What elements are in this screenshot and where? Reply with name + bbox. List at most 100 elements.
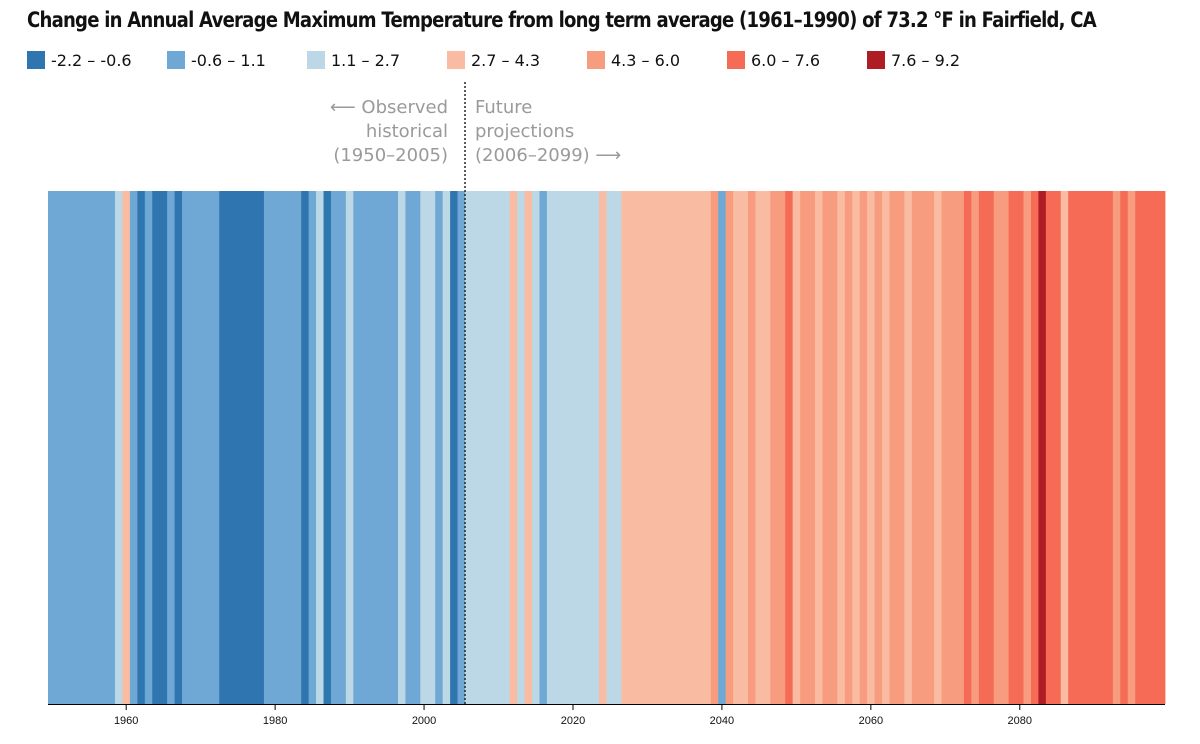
year-stripe: [956, 191, 965, 704]
year-stripe: [561, 191, 570, 704]
year-stripe: [167, 191, 175, 704]
year-stripe: [777, 191, 786, 704]
year-stripe: [919, 191, 928, 704]
year-stripe: [375, 191, 384, 704]
year-stripe: [800, 191, 808, 704]
legend-item: 4.3 – 6.0: [587, 49, 680, 71]
year-stripe: [584, 191, 593, 704]
year-stripe: [628, 191, 637, 704]
year-stripe: [815, 191, 823, 704]
year-stripe: [725, 191, 734, 704]
year-stripe: [226, 191, 235, 704]
observed-historical-annotation: ⟵ Observed historical (1950–2005): [330, 96, 448, 168]
year-stripe: [427, 191, 436, 704]
year-stripe: [1112, 191, 1121, 704]
year-stripe: [85, 191, 94, 704]
year-stripe: [532, 191, 540, 704]
year-stripe: [1105, 191, 1114, 704]
year-stripe: [889, 191, 898, 704]
year-stripe: [770, 191, 779, 704]
legend-label: -0.6 – 1.1: [191, 50, 266, 70]
legend-item: 7.6 – 9.2: [867, 49, 960, 71]
legend-swatch: [447, 51, 465, 69]
year-stripe: [993, 191, 1002, 704]
year-stripe: [278, 191, 287, 704]
year-stripe: [487, 191, 496, 704]
year-stripe: [256, 191, 265, 704]
legend-item: 2.7 – 4.3: [447, 49, 540, 71]
year-stripe: [412, 191, 421, 704]
year-stripe: [792, 191, 801, 704]
year-stripe: [107, 191, 116, 704]
year-stripe: [695, 191, 704, 704]
year-stripe: [509, 191, 518, 704]
year-stripe: [859, 191, 868, 704]
year-stripe: [986, 191, 995, 704]
year-stripe: [115, 191, 123, 704]
legend-label: 4.3 – 6.0: [611, 50, 681, 70]
year-stripe: [636, 191, 645, 704]
year-stripe: [182, 191, 190, 704]
year-stripe: [1083, 191, 1091, 704]
year-stripe: [286, 191, 295, 704]
year-stripe: [703, 191, 712, 704]
year-stripe: [383, 191, 391, 704]
year-stripe: [174, 191, 183, 704]
year-stripe: [1068, 191, 1077, 704]
year-stripe: [263, 191, 272, 704]
legend-label: 7.6 – 9.2: [891, 50, 961, 70]
year-stripe: [1023, 191, 1032, 704]
legend-swatch: [167, 51, 185, 69]
year-stripe: [591, 191, 600, 704]
year-stripe: [494, 191, 503, 704]
year-stripe: [852, 191, 861, 704]
x-tick-label: 1960: [114, 715, 138, 727]
year-stripe: [554, 191, 563, 704]
year-stripe: [1157, 191, 1166, 704]
year-stripe: [405, 191, 414, 704]
year-stripe: [829, 191, 838, 704]
year-stripe: [807, 191, 816, 704]
year-stripe: [882, 191, 890, 704]
future-annotation-line: (2006–2099) ⟶: [475, 145, 622, 166]
x-tick-label: 2040: [710, 715, 734, 727]
year-stripe: [420, 191, 429, 704]
year-stripe: [338, 191, 347, 704]
year-stripe: [48, 191, 56, 704]
year-stripe: [92, 191, 101, 704]
year-stripe: [896, 191, 905, 704]
year-stripe: [1135, 191, 1144, 704]
x-tick-label: 2000: [412, 715, 436, 727]
year-stripe: [666, 191, 674, 704]
year-stripe: [1090, 191, 1099, 704]
year-stripe: [1038, 191, 1047, 704]
year-stripe: [1030, 191, 1039, 704]
year-stripe: [1097, 191, 1106, 704]
year-stripe: [368, 191, 377, 704]
year-stripe: [204, 191, 213, 704]
year-stripe: [517, 191, 525, 704]
year-stripe: [219, 191, 228, 704]
legend-swatch: [727, 51, 745, 69]
year-stripe: [844, 191, 853, 704]
legend-swatch: [587, 51, 605, 69]
year-stripe: [949, 191, 957, 704]
year-stripe: [1075, 191, 1084, 704]
year-stripe: [643, 191, 652, 704]
year-stripe: [397, 191, 406, 704]
legend-swatch: [867, 51, 885, 69]
legend-label: 2.7 – 4.3: [471, 50, 541, 70]
year-stripe: [152, 191, 161, 704]
year-stripe: [1150, 191, 1158, 704]
x-tick-label: 2060: [859, 715, 883, 727]
year-stripe: [904, 191, 913, 704]
observed-annotation-line: ⟵ Observed: [329, 97, 448, 118]
year-stripe: [293, 191, 302, 704]
observed-annotation-line: historical: [365, 121, 448, 142]
year-stripe: [747, 191, 756, 704]
year-stripe: [1060, 191, 1069, 704]
year-stripe: [1008, 191, 1017, 704]
year-stripe: [241, 191, 250, 704]
year-stripe: [1045, 191, 1054, 704]
